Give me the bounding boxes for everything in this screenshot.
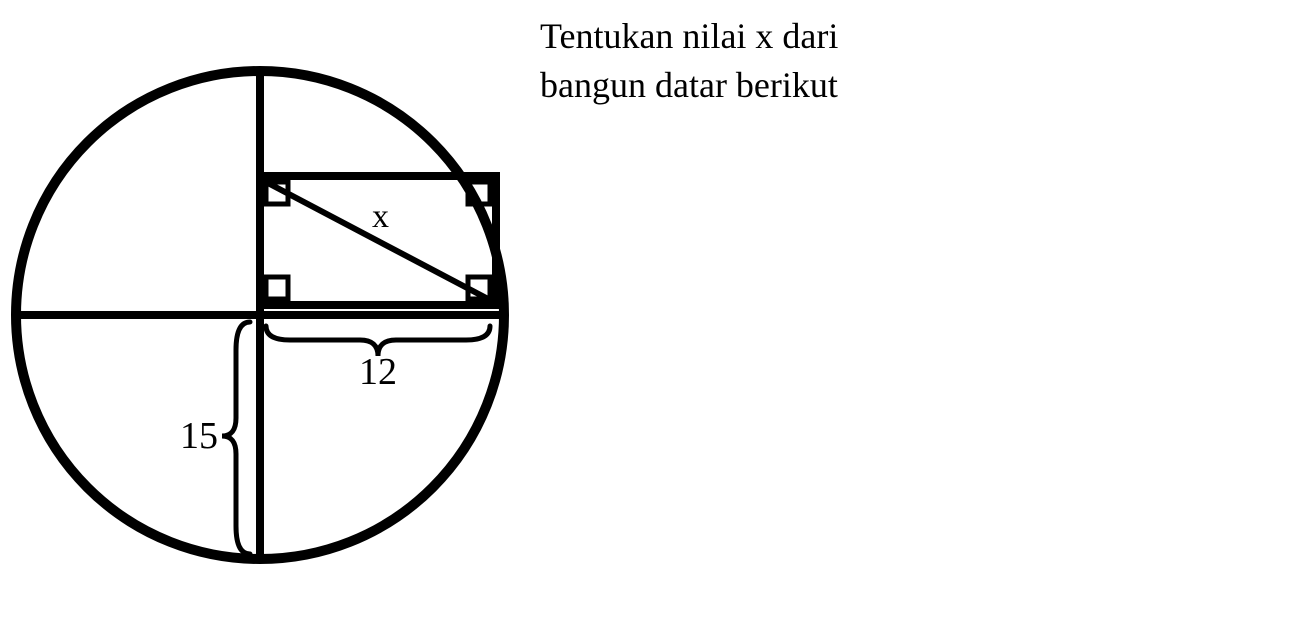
page-layout: x 12 15 Tentukan nilai x dari bangun dat…: [0, 0, 1300, 636]
label-x: x: [372, 198, 389, 236]
prompt-line-2: bangun datar berikut: [540, 61, 1300, 110]
text-column: Tentukan nilai x dari bangun datar berik…: [520, 0, 1300, 636]
question-prompt: Tentukan nilai x dari bangun datar berik…: [540, 12, 1300, 109]
label-12: 12: [359, 350, 397, 394]
geometry-figure: [0, 0, 520, 636]
label-15: 15: [180, 414, 218, 458]
figure-column: x 12 15: [0, 0, 520, 636]
prompt-line-1: Tentukan nilai x dari: [540, 12, 1300, 61]
